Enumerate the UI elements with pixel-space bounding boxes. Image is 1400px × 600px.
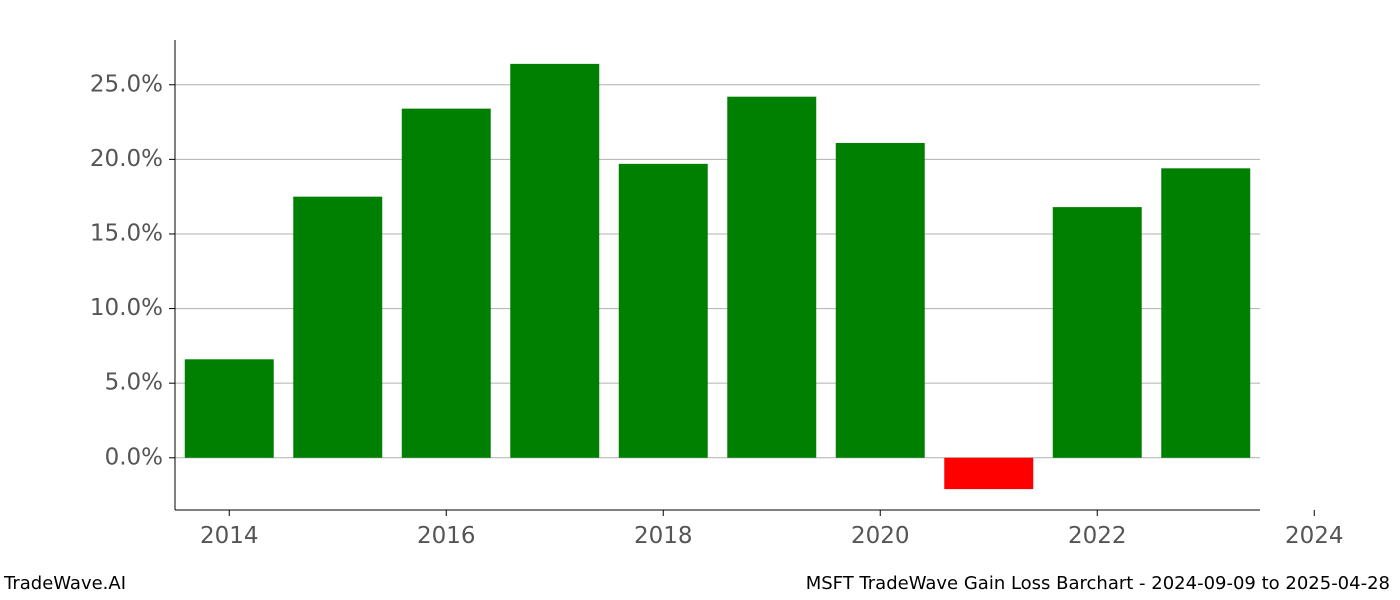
bar <box>619 164 708 458</box>
x-tick-label: 2014 <box>200 523 259 549</box>
chart-container: 0.0% 5.0% 10.0% 15.0% 20.0% 25.0% 2014 2016 2018… <box>0 0 1400 600</box>
bar <box>402 109 491 458</box>
y-tick-label: 15.0% <box>90 220 163 246</box>
x-tick-label: 2022 <box>1068 523 1127 549</box>
y-tick-label: 5.0% <box>105 370 163 396</box>
bar <box>836 143 925 458</box>
y-tick-label: 0.0% <box>105 444 163 470</box>
bar <box>185 359 274 457</box>
x-tick-label: 2024 <box>1285 523 1344 549</box>
x-tick-label: 2018 <box>634 523 693 549</box>
footer: TradeWave.AI MSFT TradeWave Gain Loss Ba… <box>0 573 1400 594</box>
bar <box>1053 207 1142 458</box>
gain-loss-barchart: 0.0% 5.0% 10.0% 15.0% 20.0% 25.0% 2014 2016 2018… <box>0 0 1400 600</box>
footer-right-text: MSFT TradeWave Gain Loss Barchart - 2024… <box>806 573 1390 594</box>
bar <box>727 97 816 458</box>
bar <box>510 64 599 458</box>
x-tick-label: 2016 <box>417 523 476 549</box>
bar <box>293 197 382 458</box>
y-tick-label: 10.0% <box>90 295 163 321</box>
bar <box>1161 168 1250 457</box>
y-tick-label: 25.0% <box>90 71 163 97</box>
x-tick-label: 2020 <box>851 523 910 549</box>
footer-left-text: TradeWave.AI <box>4 573 126 594</box>
bar <box>944 458 1033 489</box>
y-tick-label: 20.0% <box>90 146 163 172</box>
